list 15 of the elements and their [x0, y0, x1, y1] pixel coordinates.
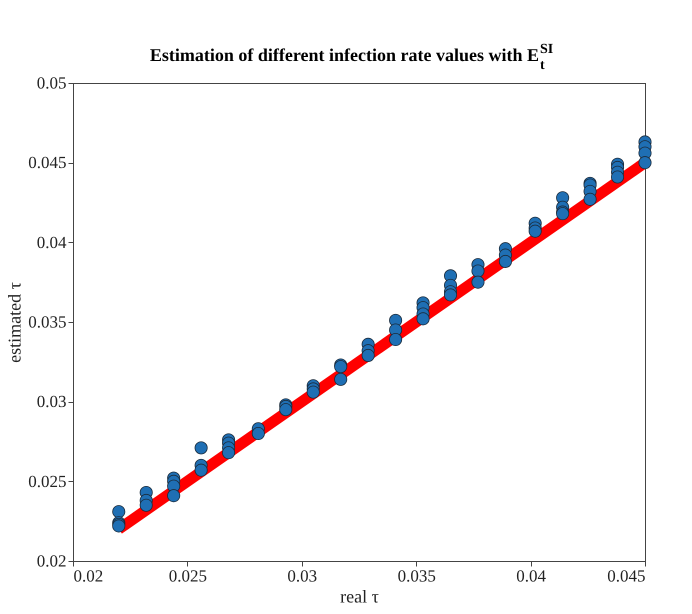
- x-tick-label: 0.045: [607, 566, 646, 586]
- x-tick-label: 0.04: [516, 566, 546, 586]
- y-tick-label: 0.035: [28, 312, 66, 332]
- y-tick-label: 0.05: [36, 74, 66, 92]
- x-tick-label: 0.025: [168, 566, 208, 586]
- y-tick-label: 0.02: [36, 552, 66, 570]
- y-tick-label: 0.045: [28, 153, 66, 172]
- x-tick-label: 0.03: [287, 566, 318, 586]
- y-tick-label: 0.03: [36, 392, 66, 412]
- x-axis-title: real τ: [340, 586, 379, 606]
- y-tick-label: 0.025: [28, 472, 66, 491]
- y-tick-label: 0.04: [36, 232, 67, 252]
- x-tick-label: 0.035: [398, 566, 436, 586]
- x-tick-label: 0.02: [74, 566, 104, 586]
- y-axis-title: estimated τ: [4, 282, 24, 363]
